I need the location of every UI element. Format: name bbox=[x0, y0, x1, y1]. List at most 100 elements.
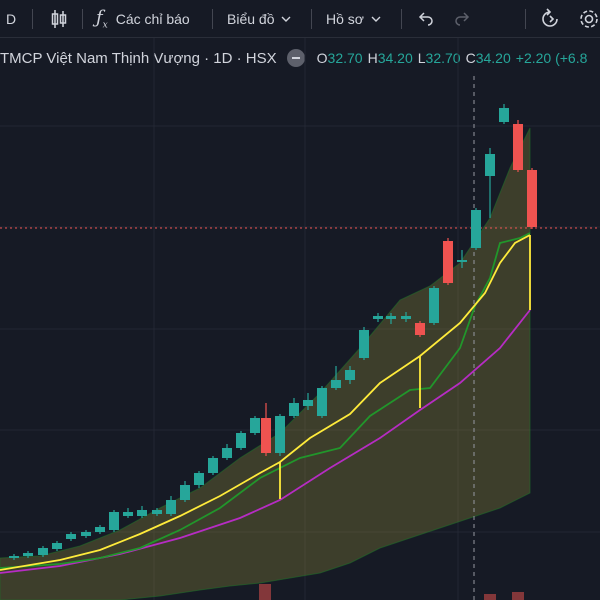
top-toolbar: D ƒx Các chỉ báo Biểu đồ Hồ sơ bbox=[0, 0, 600, 38]
collapse-legend-icon[interactable] bbox=[286, 49, 305, 67]
settings-icon bbox=[580, 9, 598, 28]
candle-body bbox=[499, 108, 509, 122]
candle-body bbox=[152, 510, 162, 514]
candle-body bbox=[345, 370, 355, 380]
undo-icon bbox=[418, 11, 433, 26]
redo-button[interactable] bbox=[454, 0, 472, 37]
candle-body bbox=[166, 500, 176, 514]
envelope-band bbox=[0, 127, 531, 600]
interval-button[interactable]: D bbox=[6, 10, 17, 27]
candle bbox=[123, 508, 133, 518]
candle bbox=[137, 506, 147, 518]
candle-body bbox=[317, 388, 327, 416]
profile-label: Hồ sơ bbox=[326, 10, 364, 27]
candle bbox=[499, 104, 509, 124]
candle bbox=[415, 321, 425, 337]
candle-body bbox=[443, 241, 453, 283]
open-label: O bbox=[316, 50, 328, 66]
candle bbox=[208, 456, 218, 475]
toolbar-divider bbox=[212, 9, 213, 29]
candle bbox=[527, 168, 537, 229]
candle bbox=[194, 471, 204, 488]
candle bbox=[401, 312, 411, 322]
price-chart[interactable] bbox=[0, 38, 600, 600]
candle bbox=[166, 496, 176, 516]
candle bbox=[386, 313, 396, 324]
candle-body bbox=[236, 433, 246, 448]
symbol-legend: TMCP Việt Nam Thịnh Vượng · 1D · HSX O 32… bbox=[0, 46, 592, 70]
candle-body bbox=[222, 448, 232, 458]
candle bbox=[289, 398, 299, 418]
candle-body bbox=[373, 316, 383, 319]
candle-body bbox=[261, 418, 271, 453]
candle-body bbox=[331, 380, 341, 388]
profile-button[interactable]: Hồ sơ bbox=[326, 0, 381, 37]
toolbar-divider bbox=[401, 9, 402, 29]
candle-body bbox=[415, 323, 425, 335]
indicators-button[interactable]: ƒx Các chỉ báo bbox=[96, 0, 190, 37]
candle bbox=[250, 416, 260, 435]
candle-body bbox=[275, 416, 285, 453]
candle-body bbox=[303, 400, 313, 406]
candle-body bbox=[9, 556, 19, 558]
candle-body bbox=[23, 553, 33, 556]
candle-body bbox=[401, 316, 411, 319]
candle bbox=[443, 238, 453, 285]
high-label: H bbox=[367, 50, 378, 66]
candle-body bbox=[289, 403, 299, 416]
open-value: 32.70 bbox=[327, 50, 363, 66]
candle bbox=[373, 313, 383, 322]
candle-body bbox=[137, 510, 147, 516]
candle-body bbox=[194, 473, 204, 485]
low-label: L bbox=[417, 50, 426, 66]
candle-body bbox=[208, 458, 218, 473]
candle bbox=[457, 250, 467, 268]
candle bbox=[485, 148, 495, 218]
close-value: 34.20 bbox=[475, 50, 511, 66]
candle-body bbox=[457, 260, 467, 262]
candle-body bbox=[527, 170, 537, 227]
candle-body bbox=[95, 527, 105, 532]
candle bbox=[23, 551, 33, 558]
close-label: C bbox=[465, 50, 476, 66]
toolbar-divider bbox=[82, 9, 83, 29]
candle bbox=[317, 386, 327, 418]
volume-bar bbox=[484, 594, 496, 600]
candle bbox=[471, 208, 481, 250]
indicators-label: Các chỉ báo bbox=[115, 10, 190, 27]
fast-moving-average-line bbox=[0, 234, 531, 571]
candle bbox=[222, 444, 232, 460]
chevron-down-icon bbox=[281, 16, 291, 22]
candle bbox=[429, 286, 439, 325]
high-value: 34.20 bbox=[377, 50, 413, 66]
toolbar-divider bbox=[32, 9, 33, 29]
candle-body bbox=[81, 532, 91, 536]
candle-body bbox=[485, 154, 495, 176]
toolbar-divider bbox=[525, 9, 526, 29]
candle bbox=[236, 431, 246, 450]
candle bbox=[109, 510, 119, 532]
candle bbox=[261, 403, 271, 456]
candle-body bbox=[513, 124, 523, 170]
layout-button[interactable]: Biểu đồ bbox=[227, 0, 291, 37]
chart-type-button[interactable] bbox=[48, 0, 70, 37]
candle bbox=[52, 541, 62, 551]
settings-button[interactable] bbox=[578, 0, 600, 37]
candle bbox=[275, 414, 285, 456]
chevron-down-icon bbox=[371, 16, 381, 22]
candle bbox=[303, 393, 313, 410]
volume-bar bbox=[259, 584, 271, 600]
candle bbox=[81, 530, 91, 538]
candle bbox=[66, 532, 76, 541]
symbol-title[interactable]: TMCP Việt Nam Thịnh Vượng · 1D · HSX bbox=[0, 49, 277, 67]
redo-icon bbox=[455, 11, 470, 26]
candle-body bbox=[38, 548, 48, 555]
replay-button[interactable] bbox=[539, 0, 561, 37]
candle-body bbox=[66, 534, 76, 539]
candle-body bbox=[359, 330, 369, 358]
change-value: +2.20 (+6.8 bbox=[515, 50, 588, 66]
candle bbox=[152, 508, 162, 516]
candle-body bbox=[109, 512, 119, 530]
candle bbox=[95, 525, 105, 534]
undo-button[interactable] bbox=[416, 0, 434, 37]
